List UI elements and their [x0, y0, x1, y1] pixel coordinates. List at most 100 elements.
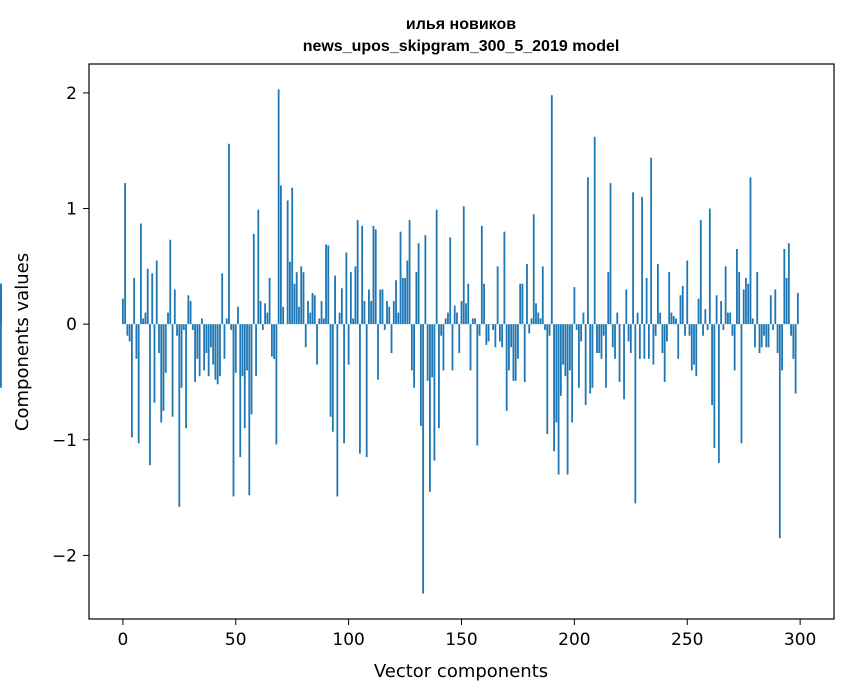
bar [451, 324, 454, 371]
bar [219, 324, 221, 377]
bar [318, 318, 321, 325]
bar [729, 312, 732, 325]
bar [629, 324, 632, 354]
bar [169, 239, 172, 325]
bar [544, 324, 546, 330]
bar [221, 273, 224, 325]
bar [699, 220, 702, 325]
bar [377, 324, 379, 380]
bar [711, 324, 713, 406]
y-tick-label: 0 [66, 315, 77, 335]
bar [390, 324, 393, 354]
bar [178, 324, 181, 507]
bar [196, 324, 199, 359]
bar [374, 229, 377, 325]
bar [557, 324, 560, 475]
bar [334, 275, 336, 325]
bar [476, 324, 479, 446]
bar [609, 183, 612, 325]
bar [340, 288, 343, 325]
x-tick-label: 50 [225, 630, 247, 650]
bar [368, 289, 370, 325]
bar [625, 289, 628, 325]
bar [717, 324, 720, 463]
bar [207, 324, 210, 377]
bar [246, 324, 248, 371]
chart-title-line-2: news_upos_skipgram_300_5_2019 model [303, 38, 620, 55]
bar [151, 273, 154, 325]
bar [264, 303, 266, 325]
bar [442, 324, 445, 371]
bar [742, 289, 745, 325]
bar [130, 324, 133, 438]
bar [121, 298, 124, 325]
x-axis-label: Vector components [374, 661, 548, 682]
bar [535, 303, 537, 325]
bar [277, 89, 280, 325]
bar [352, 318, 355, 325]
y-tick-label: −2 [52, 546, 77, 566]
bar [720, 301, 723, 325]
x-axis-ticks: 0 50 100 150 200 250 300 [117, 619, 816, 650]
bar [731, 324, 734, 336]
bar [124, 183, 127, 325]
bar [645, 277, 648, 325]
bar [652, 324, 655, 365]
bar [688, 324, 691, 336]
bar [392, 301, 395, 325]
bar [234, 324, 237, 373]
x-tick-label: 200 [558, 630, 590, 650]
bar [0, 289, 2, 325]
bar [769, 295, 772, 325]
bar [230, 324, 233, 330]
bar [526, 264, 528, 325]
bar [187, 295, 190, 325]
bar [467, 283, 470, 325]
bar [266, 312, 269, 325]
bar [417, 243, 420, 325]
bar [295, 272, 298, 325]
bar [657, 264, 659, 325]
bar [555, 324, 558, 423]
bar [774, 289, 777, 325]
bar [460, 301, 463, 325]
bar [327, 245, 330, 325]
bar [550, 95, 553, 325]
bar [661, 324, 664, 354]
bar [706, 324, 709, 330]
bar [747, 283, 750, 325]
bar [465, 303, 467, 325]
bar [289, 261, 291, 325]
bar [171, 324, 174, 417]
bar [521, 283, 524, 325]
bar [435, 209, 438, 325]
bar [695, 324, 698, 377]
bar [593, 136, 596, 325]
bar [388, 306, 391, 325]
bar [259, 301, 262, 325]
bar [365, 324, 368, 458]
bar [363, 301, 366, 325]
bar [512, 324, 515, 381]
bar [146, 268, 149, 325]
bar [180, 324, 183, 388]
bar [754, 324, 756, 348]
bar [458, 324, 461, 354]
bar [591, 324, 594, 388]
bar [223, 324, 226, 359]
bar [790, 324, 793, 336]
bar [370, 301, 373, 325]
bar [216, 324, 219, 385]
bar [401, 277, 404, 325]
bar [647, 324, 650, 359]
bar [291, 187, 294, 325]
bar [158, 324, 160, 354]
bar [478, 324, 481, 336]
bar [553, 324, 555, 452]
bar [485, 324, 488, 345]
bar [431, 324, 434, 378]
bar [627, 324, 630, 342]
bar [302, 272, 305, 325]
bar [767, 324, 770, 348]
bar [447, 312, 449, 325]
